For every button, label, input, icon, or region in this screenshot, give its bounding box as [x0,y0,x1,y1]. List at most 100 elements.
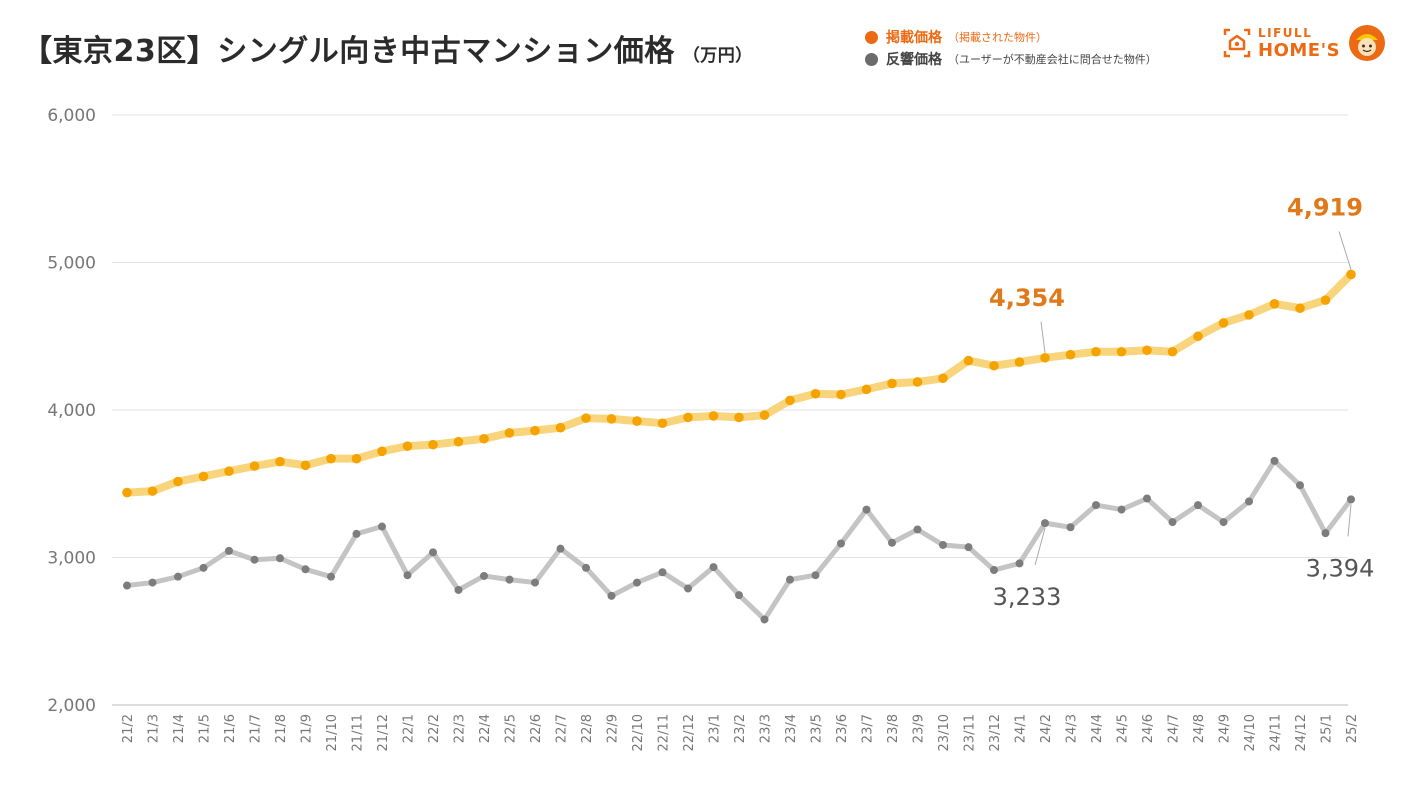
y-axis-tick-labels: 2,000 3,000 4,000 5,000 6,000 [47,106,96,716]
data-point-response [352,529,361,538]
x-tick-label: 22/6 [529,714,544,743]
x-tick-label: 23/9 [912,714,927,743]
data-point-response [429,548,437,557]
logo-line1: LIFULL [1258,25,1313,40]
legend-label-listed: 掲載価格 [886,30,942,46]
x-tick-label: 24/4 [1090,714,1105,743]
legend-note-listed: （掲載された物件） [948,31,1047,44]
x-tick-label: 24/12 [1294,714,1309,751]
annotation-leader-line [1034,528,1046,566]
data-point-listed [275,456,285,467]
x-tick-label: 21/10 [325,714,340,751]
data-point-listed [173,476,183,487]
data-point-response [1066,523,1075,532]
x-tick-label: 25/2 [1345,714,1360,743]
x-tick-label: 21/11 [351,714,366,751]
data-point-response [837,539,845,548]
x-tick-label: 22/1 [402,714,417,743]
x-tick-label: 21/8 [274,714,289,743]
data-point-response [403,571,412,580]
legend-item-response: 反響価格 （ユーザーが不動産会社に問合せた物件） [865,48,1157,70]
data-point-listed [836,389,846,400]
data-point-listed [249,461,260,471]
x-tick-label: 23/6 [835,714,850,743]
data-point-listed [1142,345,1152,356]
data-point-response [709,563,718,572]
data-point-response [1245,497,1253,506]
chart-title-unit: （万円） [682,46,753,66]
data-point-response [913,525,922,534]
data-point-listed [759,410,770,420]
data-point-response [964,543,973,552]
data-point-response [1015,559,1024,568]
x-tick-label: 24/2 [1039,714,1054,743]
annotation-label: 4,919 [1287,193,1363,221]
logo-line2: HOME'S [1258,39,1341,61]
data-point-listed [1040,352,1050,363]
x-tick-label: 21/6 [223,714,238,743]
data-point-response [1219,518,1228,527]
data-point-response [1270,456,1279,465]
annotations: 4,354 4,919 3,233 3,394 [989,193,1374,611]
data-point-response [888,538,896,547]
data-point-listed [300,460,311,471]
data-point-listed [810,388,821,399]
chart-title-text: 【東京23区】シングル向き中古マンション価格 [22,34,675,69]
legend-label-response: 反響価格 [886,52,942,68]
legend-note-response: （ユーザーが不動産会社に問合せた物件） [948,53,1157,66]
x-tick-label: 22/5 [504,714,519,743]
data-point-response [531,578,539,587]
annotation-label: 3,233 [993,583,1062,611]
data-point-listed [147,486,158,496]
y-tick-label: 4,000 [47,401,96,421]
data-point-listed [377,446,387,457]
data-point-listed [1167,346,1178,357]
x-tick-label: 21/12 [376,714,391,751]
x-tick-label: 24/3 [1065,714,1080,743]
lifull-homes-logo: LIFULL HOME'S [1222,24,1386,62]
data-point-listed [479,433,489,444]
legend-marker-response [865,52,878,66]
y-tick-label: 2,000 [47,696,96,716]
data-point-listed [912,377,923,387]
data-point-response [607,591,616,600]
x-tick-label: 24/10 [1243,714,1258,751]
data-point-listed [428,439,438,450]
data-point-response [582,563,590,572]
data-point-listed [989,360,999,371]
x-tick-label: 21/5 [198,714,213,743]
x-tick-label: 21/7 [249,714,264,743]
x-tick-label: 23/8 [886,714,901,743]
data-point-listed [402,441,413,451]
x-tick-label: 24/9 [1218,714,1233,743]
data-point-response [658,568,667,577]
data-point-response [556,544,565,553]
x-axis-tick-labels: 21/2 21/3 21/4 21/5 21/6 21/7 21/8 21/9 21/10 21/… [121,714,1360,751]
data-point-response [633,578,641,587]
series-line-listed [123,270,1355,497]
x-tick-label: 23/4 [784,714,799,743]
x-tick-label: 21/9 [300,714,315,743]
data-point-listed [1244,310,1254,320]
data-point-listed [963,355,974,366]
x-tick-label: 22/10 [631,714,646,751]
x-tick-label: 22/11 [657,714,672,751]
x-tick-label: 21/2 [121,714,136,743]
x-tick-label: 23/5 [810,714,825,743]
data-point-response [1143,494,1151,503]
data-point-response [505,575,514,584]
data-point-listed [887,378,897,389]
data-point-response [684,584,692,593]
data-point-response [990,566,998,575]
data-point-listed [1116,346,1127,357]
data-point-listed [581,413,591,423]
data-point-response [811,571,820,580]
data-point-response [301,565,310,574]
data-point-response [1168,518,1177,527]
data-point-listed [1269,299,1280,309]
house-logo-icon [1223,28,1251,58]
data-point-response [148,578,157,587]
x-tick-label: 24/7 [1167,714,1182,743]
y-tick-label: 6,000 [47,106,96,126]
data-point-response [1194,501,1202,510]
